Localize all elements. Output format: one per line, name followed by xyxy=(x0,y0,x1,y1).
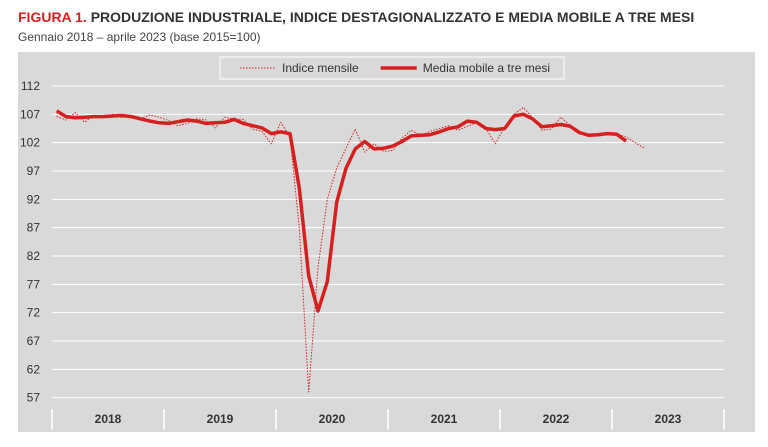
legend: Indice mensile Media mobile a tre mesi xyxy=(219,56,565,80)
title-prefix: FIGURA 1. xyxy=(18,9,87,25)
y-tick-label: 87 xyxy=(27,221,41,235)
y-tick-label: 97 xyxy=(27,164,41,178)
y-tick-label: 77 xyxy=(27,277,41,291)
chart-subtitle: Gennaio 2018 – aprile 2023 (base 2015=10… xyxy=(18,30,261,44)
y-tick-label: 107 xyxy=(20,107,40,121)
y-tick-label: 102 xyxy=(20,136,40,150)
title-text: PRODUZIONE INDUSTRIALE, INDICE DESTAGION… xyxy=(91,9,695,25)
series-line xyxy=(55,109,628,313)
y-tick-label: 72 xyxy=(27,306,41,320)
y-tick-label: 92 xyxy=(27,192,41,206)
chart-title: FIGURA 1. PRODUZIONE INDUSTRIALE, INDICE … xyxy=(18,9,694,25)
x-tick-label: 2019 xyxy=(207,412,234,426)
y-tick-label: 57 xyxy=(27,391,41,405)
chart-background xyxy=(18,52,755,432)
y-tick-label: 112 xyxy=(21,79,40,93)
y-tick-label: 62 xyxy=(27,362,41,376)
y-tick-label: 82 xyxy=(27,249,41,263)
legend-label: Indice mensile xyxy=(282,61,359,75)
y-tick-label: 67 xyxy=(27,334,41,348)
legend-label: Media mobile a tre mesi xyxy=(423,61,550,75)
series-line xyxy=(56,107,645,393)
x-tick-label: 2020 xyxy=(319,412,346,426)
x-tick-label: 2023 xyxy=(655,412,682,426)
x-tick-label: 2022 xyxy=(543,412,570,426)
x-tick-label: 2021 xyxy=(431,412,458,426)
x-tick-label: 2018 xyxy=(95,412,122,426)
